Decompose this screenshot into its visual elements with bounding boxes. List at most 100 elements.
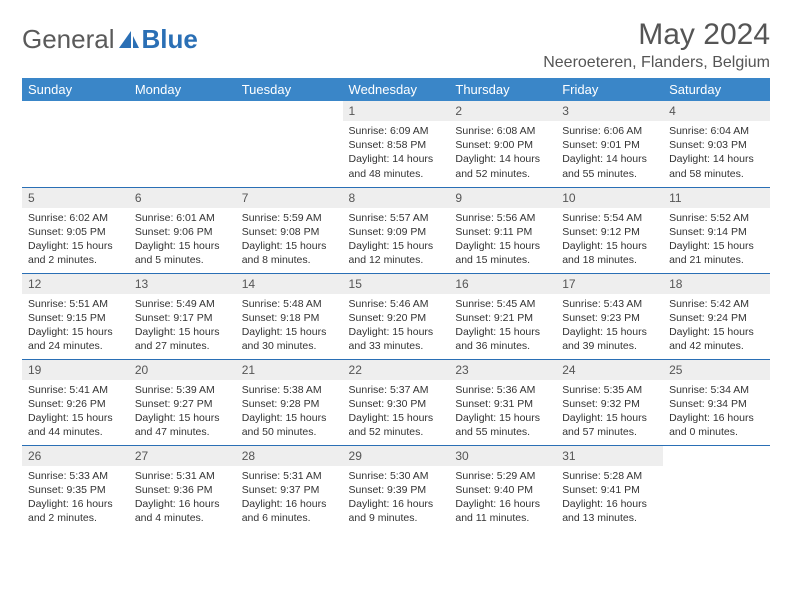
day-number: 11 [663,188,770,208]
day-details: Sunrise: 5:51 AMSunset: 9:15 PMDaylight:… [22,294,129,358]
calendar-day-cell: 3Sunrise: 6:06 AMSunset: 9:01 PMDaylight… [556,101,663,187]
calendar-week-row: 12Sunrise: 5:51 AMSunset: 9:15 PMDayligh… [22,273,770,359]
day-details: Sunrise: 5:43 AMSunset: 9:23 PMDaylight:… [556,294,663,358]
title-block: May 2024 Neeroeteren, Flanders, Belgium [543,18,770,72]
day-number: 9 [449,188,556,208]
day-number: 29 [343,446,450,466]
calendar-day-cell: 16Sunrise: 5:45 AMSunset: 9:21 PMDayligh… [449,273,556,359]
calendar-day-cell: 8Sunrise: 5:57 AMSunset: 9:09 PMDaylight… [343,187,450,273]
calendar-day-cell: 2Sunrise: 6:08 AMSunset: 9:00 PMDaylight… [449,101,556,187]
day-details: Sunrise: 5:41 AMSunset: 9:26 PMDaylight:… [22,380,129,444]
calendar-day-cell: 4Sunrise: 6:04 AMSunset: 9:03 PMDaylight… [663,101,770,187]
calendar-day-cell: 22Sunrise: 5:37 AMSunset: 9:30 PMDayligh… [343,359,450,445]
weekday-header: Wednesday [343,78,450,101]
weekday-header: Sunday [22,78,129,101]
day-number: 22 [343,360,450,380]
calendar-day-cell [236,101,343,187]
calendar-day-cell: 28Sunrise: 5:31 AMSunset: 9:37 PMDayligh… [236,445,343,531]
day-number: 31 [556,446,663,466]
day-number: 15 [343,274,450,294]
calendar-day-cell: 9Sunrise: 5:56 AMSunset: 9:11 PMDaylight… [449,187,556,273]
calendar-day-cell: 5Sunrise: 6:02 AMSunset: 9:05 PMDaylight… [22,187,129,273]
calendar-day-cell: 15Sunrise: 5:46 AMSunset: 9:20 PMDayligh… [343,273,450,359]
calendar-day-cell: 12Sunrise: 5:51 AMSunset: 9:15 PMDayligh… [22,273,129,359]
day-details: Sunrise: 5:45 AMSunset: 9:21 PMDaylight:… [449,294,556,358]
logo-text-1: General [22,24,115,55]
weekday-header: Thursday [449,78,556,101]
weekday-header: Monday [129,78,236,101]
day-details: Sunrise: 5:35 AMSunset: 9:32 PMDaylight:… [556,380,663,444]
day-number: 20 [129,360,236,380]
calendar-day-cell: 26Sunrise: 5:33 AMSunset: 9:35 PMDayligh… [22,445,129,531]
calendar-week-row: 1Sunrise: 6:09 AMSunset: 8:58 PMDaylight… [22,101,770,187]
calendar-day-cell: 27Sunrise: 5:31 AMSunset: 9:36 PMDayligh… [129,445,236,531]
day-number: 24 [556,360,663,380]
day-number: 27 [129,446,236,466]
day-number: 16 [449,274,556,294]
day-details: Sunrise: 5:57 AMSunset: 9:09 PMDaylight:… [343,208,450,272]
day-number: 3 [556,101,663,121]
day-details: Sunrise: 6:04 AMSunset: 9:03 PMDaylight:… [663,121,770,185]
calendar-day-cell: 23Sunrise: 5:36 AMSunset: 9:31 PMDayligh… [449,359,556,445]
day-number: 13 [129,274,236,294]
weekday-header: Friday [556,78,663,101]
location: Neeroeteren, Flanders, Belgium [543,54,770,72]
day-details: Sunrise: 6:08 AMSunset: 9:00 PMDaylight:… [449,121,556,185]
calendar-day-cell: 1Sunrise: 6:09 AMSunset: 8:58 PMDaylight… [343,101,450,187]
calendar-day-cell: 21Sunrise: 5:38 AMSunset: 9:28 PMDayligh… [236,359,343,445]
month-title: May 2024 [543,18,770,52]
day-details: Sunrise: 6:06 AMSunset: 9:01 PMDaylight:… [556,121,663,185]
calendar-day-cell: 24Sunrise: 5:35 AMSunset: 9:32 PMDayligh… [556,359,663,445]
day-number: 5 [22,188,129,208]
calendar-day-cell: 30Sunrise: 5:29 AMSunset: 9:40 PMDayligh… [449,445,556,531]
calendar-week-row: 19Sunrise: 5:41 AMSunset: 9:26 PMDayligh… [22,359,770,445]
day-number: 4 [663,101,770,121]
day-details: Sunrise: 5:29 AMSunset: 9:40 PMDaylight:… [449,466,556,530]
calendar-day-cell: 11Sunrise: 5:52 AMSunset: 9:14 PMDayligh… [663,187,770,273]
calendar-day-cell: 18Sunrise: 5:42 AMSunset: 9:24 PMDayligh… [663,273,770,359]
day-details: Sunrise: 5:52 AMSunset: 9:14 PMDaylight:… [663,208,770,272]
calendar-day-cell: 7Sunrise: 5:59 AMSunset: 9:08 PMDaylight… [236,187,343,273]
calendar-day-cell: 31Sunrise: 5:28 AMSunset: 9:41 PMDayligh… [556,445,663,531]
day-number: 8 [343,188,450,208]
day-details: Sunrise: 5:54 AMSunset: 9:12 PMDaylight:… [556,208,663,272]
day-details: Sunrise: 5:48 AMSunset: 9:18 PMDaylight:… [236,294,343,358]
day-number: 6 [129,188,236,208]
header: General Blue May 2024 Neeroeteren, Fland… [22,18,770,72]
day-details: Sunrise: 5:28 AMSunset: 9:41 PMDaylight:… [556,466,663,530]
calendar-day-cell: 13Sunrise: 5:49 AMSunset: 9:17 PMDayligh… [129,273,236,359]
logo-text-2: Blue [142,24,198,55]
day-details: Sunrise: 5:56 AMSunset: 9:11 PMDaylight:… [449,208,556,272]
day-number: 28 [236,446,343,466]
logo: General Blue [22,24,198,55]
day-details: Sunrise: 5:34 AMSunset: 9:34 PMDaylight:… [663,380,770,444]
day-details: Sunrise: 5:31 AMSunset: 9:36 PMDaylight:… [129,466,236,530]
day-number: 1 [343,101,450,121]
day-number: 21 [236,360,343,380]
calendar-day-cell [22,101,129,187]
calendar-day-cell: 20Sunrise: 5:39 AMSunset: 9:27 PMDayligh… [129,359,236,445]
calendar-day-cell: 25Sunrise: 5:34 AMSunset: 9:34 PMDayligh… [663,359,770,445]
day-number: 23 [449,360,556,380]
day-details: Sunrise: 5:37 AMSunset: 9:30 PMDaylight:… [343,380,450,444]
calendar-day-cell: 10Sunrise: 5:54 AMSunset: 9:12 PMDayligh… [556,187,663,273]
day-number: 18 [663,274,770,294]
calendar-day-cell: 17Sunrise: 5:43 AMSunset: 9:23 PMDayligh… [556,273,663,359]
day-details: Sunrise: 5:49 AMSunset: 9:17 PMDaylight:… [129,294,236,358]
calendar-week-row: 5Sunrise: 6:02 AMSunset: 9:05 PMDaylight… [22,187,770,273]
day-details: Sunrise: 5:46 AMSunset: 9:20 PMDaylight:… [343,294,450,358]
day-number: 14 [236,274,343,294]
day-number: 2 [449,101,556,121]
day-number: 7 [236,188,343,208]
day-details: Sunrise: 5:36 AMSunset: 9:31 PMDaylight:… [449,380,556,444]
calendar-day-cell: 6Sunrise: 6:01 AMSunset: 9:06 PMDaylight… [129,187,236,273]
calendar-day-cell: 14Sunrise: 5:48 AMSunset: 9:18 PMDayligh… [236,273,343,359]
day-details: Sunrise: 6:02 AMSunset: 9:05 PMDaylight:… [22,208,129,272]
calendar-day-cell [129,101,236,187]
day-number: 25 [663,360,770,380]
day-number: 19 [22,360,129,380]
calendar-day-cell: 29Sunrise: 5:30 AMSunset: 9:39 PMDayligh… [343,445,450,531]
calendar-week-row: 26Sunrise: 5:33 AMSunset: 9:35 PMDayligh… [22,445,770,531]
day-details: Sunrise: 5:30 AMSunset: 9:39 PMDaylight:… [343,466,450,530]
day-details: Sunrise: 5:31 AMSunset: 9:37 PMDaylight:… [236,466,343,530]
